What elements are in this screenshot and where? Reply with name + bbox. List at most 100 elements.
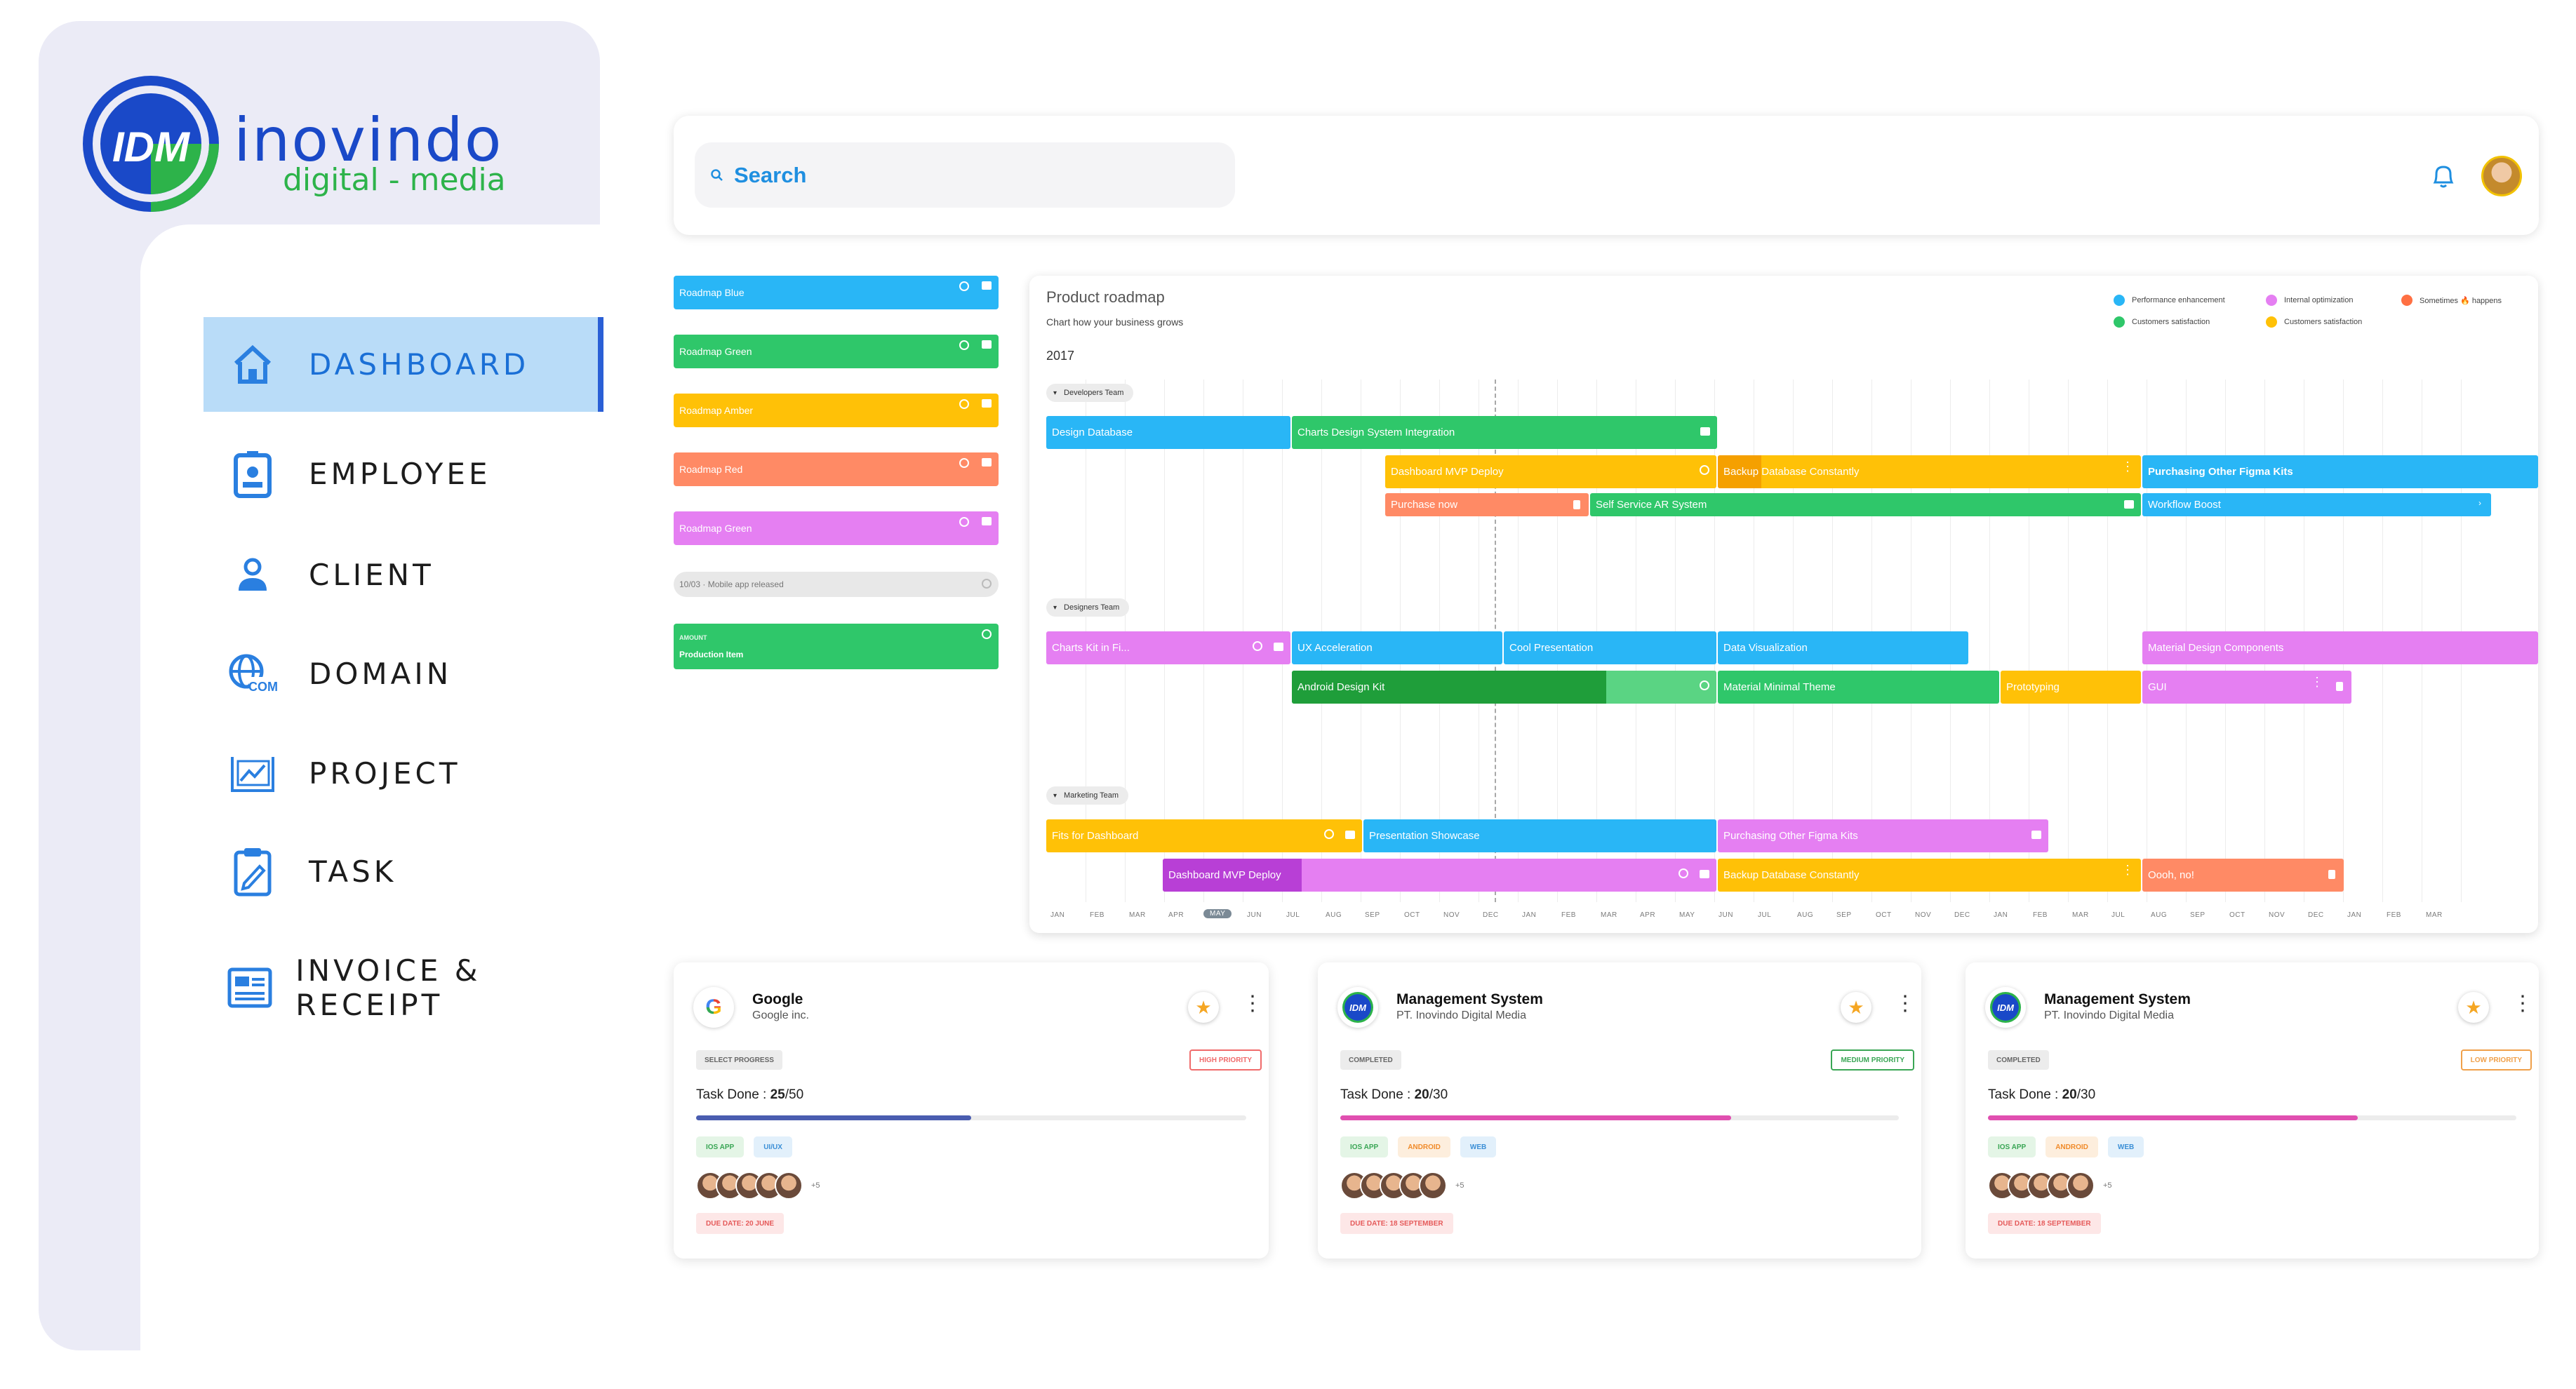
milestone-mobile-app[interactable]: 10/03 · Mobile app released xyxy=(674,572,999,597)
month-label: APR xyxy=(1640,911,1656,919)
swatch-roadmap-green[interactable]: Roadmap Green xyxy=(674,335,999,368)
tag-chip[interactable]: UI/UX xyxy=(754,1136,792,1158)
star-icon[interactable]: ★ xyxy=(1188,992,1219,1023)
roadmap-bar[interactable]: Purchasing Other Figma Kits xyxy=(1718,819,2048,852)
project-card[interactable]: G Google Google inc. ★ ⋮ SELECT PROGRESS… xyxy=(674,962,1269,1259)
roadmap-bar[interactable]: Backup Database Constantly ⋮ xyxy=(1718,455,2141,488)
logo-mark-icon: IDM xyxy=(83,76,219,212)
member-avatars[interactable]: +5 xyxy=(1340,1172,1464,1200)
roadmap-bar[interactable]: Workflow Boost › xyxy=(2142,493,2491,516)
member-avatars[interactable]: +5 xyxy=(696,1172,820,1200)
month-label: AUG xyxy=(1326,911,1342,919)
team-label: Marketing Team xyxy=(1064,791,1119,800)
comment-icon xyxy=(982,517,992,525)
status-badge[interactable]: COMPLETED xyxy=(1988,1050,2049,1070)
kebab-menu-icon[interactable]: ⋮ xyxy=(1242,992,1263,1015)
team-toggle-developers[interactable]: Developers Team xyxy=(1046,384,1134,402)
comment-icon xyxy=(1700,870,1709,878)
month-label: JUL xyxy=(1758,911,1772,919)
roadmap-bar[interactable]: Purchase now xyxy=(1385,493,1589,516)
company-logo: IDM xyxy=(1985,987,2026,1028)
roadmap-bar[interactable]: UX Acceleration xyxy=(1292,631,1502,664)
tag-chip[interactable]: WEB xyxy=(2107,1136,2144,1158)
star-icon[interactable]: ★ xyxy=(1841,992,1871,1023)
user-avatar[interactable] xyxy=(2481,156,2522,196)
bar-label: Dashboard MVP Deploy xyxy=(1168,869,1281,881)
month-label: JAN xyxy=(2347,911,2362,919)
swatch-roadmap-blue[interactable]: Roadmap Blue xyxy=(674,276,999,309)
month-label: MAY xyxy=(1203,909,1232,918)
progress-track xyxy=(1340,1115,1899,1120)
swatch-roadmap-red[interactable]: Roadmap Red xyxy=(674,452,999,486)
tag-chip[interactable]: WEB xyxy=(1460,1136,1497,1158)
tag-chip[interactable]: IOS APP xyxy=(1340,1136,1389,1158)
roadmap-bar[interactable]: Material Minimal Theme xyxy=(1718,671,1999,704)
bar-label: Prototyping xyxy=(2006,681,2060,693)
star-icon[interactable]: ★ xyxy=(2458,992,2489,1023)
kebab-menu-icon[interactable]: ⋮ xyxy=(1895,992,1916,1015)
swatch-roadmap-purple[interactable]: Roadmap Green xyxy=(674,511,999,545)
clipboard-icon xyxy=(225,844,281,900)
brand-logo[interactable]: IDM inovindo digital - media xyxy=(81,74,558,214)
production-item-card[interactable]: AMOUNT Production Item xyxy=(674,624,999,669)
month-label: APR xyxy=(1168,911,1184,919)
comment-icon xyxy=(1700,427,1710,436)
roadmap-bar[interactable]: Android Design Kit xyxy=(1292,671,1716,704)
month-label: JAN xyxy=(1050,911,1065,919)
month-label: JUN xyxy=(1247,911,1262,919)
roadmap-bar[interactable]: Oooh, no! xyxy=(2142,859,2344,892)
task-done-count: 25 xyxy=(770,1087,785,1102)
project-card[interactable]: IDM Management System PT. Inovindo Digit… xyxy=(1966,962,2539,1259)
project-card[interactable]: IDM Management System PT. Inovindo Digit… xyxy=(1318,962,1921,1259)
clock-icon xyxy=(959,458,969,468)
legend-dot xyxy=(2114,295,2125,306)
idm-logo-icon: IDM xyxy=(1990,992,2021,1023)
due-date-badge: DUE DATE: 18 SEPTEMBER xyxy=(1988,1213,2101,1234)
tag-chip[interactable]: IOS APP xyxy=(696,1136,745,1158)
status-badge[interactable]: COMPLETED xyxy=(1340,1050,1401,1070)
sidebar-item-dashboard[interactable]: DASHBOARD xyxy=(203,317,603,412)
badge-icon xyxy=(225,446,281,502)
sidebar-item-project[interactable]: PROJECT xyxy=(203,726,603,821)
sidebar-item-task[interactable]: TASK xyxy=(203,824,603,919)
bell-icon[interactable] xyxy=(2428,160,2459,191)
roadmap-bar[interactable]: Self Service AR System xyxy=(1590,493,2141,516)
tag-chip[interactable]: ANDROID xyxy=(1398,1136,1450,1158)
roadmap-bar[interactable]: Data Visualization xyxy=(1718,631,1968,664)
search-input[interactable]: Search xyxy=(695,142,1235,208)
roadmap-bar[interactable]: Presentation Showcase xyxy=(1363,819,1716,852)
roadmap-bar[interactable]: Dashboard MVP Deploy xyxy=(1385,455,1716,488)
comment-icon xyxy=(2031,831,2041,839)
roadmap-bar[interactable]: Design Database xyxy=(1046,416,1290,449)
roadmap-bar[interactable]: Material Design Components xyxy=(2142,631,2538,664)
legend-label: Sometimes 🔥 happens xyxy=(2420,296,2502,305)
roadmap-bar[interactable]: Dashboard MVP Deploy xyxy=(1163,859,1716,892)
roadmap-bar[interactable]: Prototyping xyxy=(2001,671,2141,704)
sidebar-item-label: TASK xyxy=(309,854,397,889)
avatar xyxy=(775,1172,803,1200)
bar-label: Backup Database Constantly xyxy=(1723,869,1860,881)
roadmap-bar[interactable]: Fits for Dashboard xyxy=(1046,819,1362,852)
sidebar-item-invoice[interactable]: INVOICE & RECEIPT xyxy=(203,940,603,1035)
roadmap-bar[interactable]: GUI ⋮ xyxy=(2142,671,2351,704)
roadmap-bar[interactable]: Backup Database Constantly ⋮ xyxy=(1718,859,2141,892)
tag-chip[interactable]: ANDROID xyxy=(2046,1136,2098,1158)
swatch-roadmap-amber[interactable]: Roadmap Amber xyxy=(674,394,999,427)
status-badge[interactable]: SELECT PROGRESS xyxy=(696,1050,782,1070)
member-avatars[interactable]: +5 xyxy=(1988,1172,2112,1200)
sidebar-item-domain[interactable]: COM DOMAIN xyxy=(203,626,603,721)
team-toggle-designers[interactable]: Designers Team xyxy=(1046,598,1130,617)
roadmap-bar[interactable]: Charts Kit in Fi... xyxy=(1046,631,1290,664)
legend-item: Sometimes 🔥 happens xyxy=(2401,295,2502,306)
tag-chip[interactable]: IOS APP xyxy=(1988,1136,2036,1158)
team-toggle-marketing[interactable]: Marketing Team xyxy=(1046,786,1129,805)
sidebar-item-employee[interactable]: EMPLOYEE xyxy=(203,427,603,521)
roadmap-bar[interactable]: Purchasing Other Figma Kits xyxy=(2142,455,2538,488)
roadmap-bar[interactable]: Cool Presentation xyxy=(1504,631,1716,664)
clock-icon xyxy=(1700,680,1709,690)
kebab-menu-icon[interactable]: ⋮ xyxy=(2512,992,2533,1015)
due-date-badge: DUE DATE: 18 SEPTEMBER xyxy=(1340,1213,1453,1234)
sidebar-item-client[interactable]: CLIENT xyxy=(203,528,603,622)
progress-track xyxy=(696,1115,1246,1120)
roadmap-bar[interactable]: Charts Design System Integration xyxy=(1292,416,1717,449)
